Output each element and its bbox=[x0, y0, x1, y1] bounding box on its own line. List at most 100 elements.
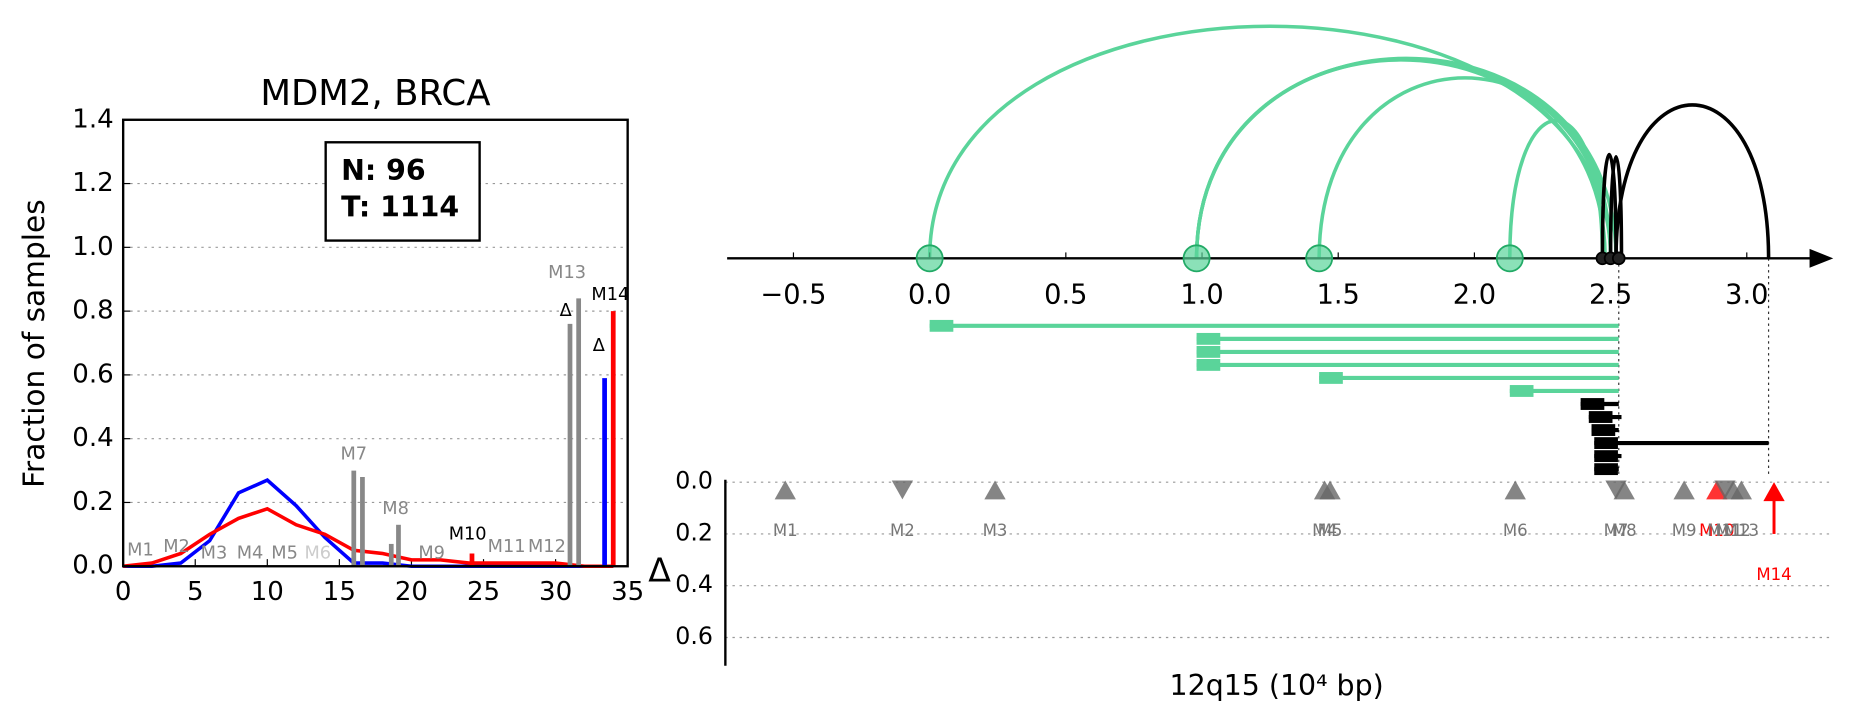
annotation: M5 bbox=[271, 543, 298, 563]
x-tick-label: 25 bbox=[467, 577, 500, 607]
marker bbox=[1706, 480, 1728, 500]
chart-title: MDM2, BRCA bbox=[260, 73, 490, 114]
info-box bbox=[324, 141, 481, 242]
annotation: M2 bbox=[163, 537, 190, 557]
marker-label: M2 bbox=[890, 521, 915, 540]
marker-label: M6 bbox=[1503, 521, 1528, 540]
interval-start bbox=[1196, 332, 1221, 345]
x-tick-label: 2.5 bbox=[1589, 280, 1632, 311]
annotation: M11 bbox=[488, 537, 526, 557]
interval-start bbox=[1196, 345, 1221, 358]
arc bbox=[1608, 155, 1624, 259]
annotation: M1 bbox=[127, 540, 154, 560]
x-tick-label: 15 bbox=[323, 577, 356, 607]
interval-start bbox=[1588, 411, 1613, 423]
x-tick-label: 1.5 bbox=[1317, 280, 1360, 311]
marker-label: M14 bbox=[1756, 565, 1791, 584]
marker bbox=[1504, 480, 1526, 500]
node bbox=[915, 244, 944, 273]
x-tick-label: 3.0 bbox=[1725, 280, 1768, 311]
x-tick-label: 5 bbox=[187, 577, 204, 607]
x-tick-label: 0.0 bbox=[908, 280, 951, 311]
annotation: M13 bbox=[548, 263, 586, 283]
marker-label: M3 bbox=[983, 521, 1008, 540]
y-tick-label: 0.4 bbox=[675, 570, 713, 598]
annotation: M7 bbox=[340, 445, 367, 465]
y-tick-label: 0.2 bbox=[72, 487, 113, 517]
marker-label: M7 bbox=[1604, 521, 1629, 540]
marker-label: M1 bbox=[773, 521, 798, 540]
y-tick-label: 0.0 bbox=[72, 551, 113, 581]
x-tick-label: 1.0 bbox=[1180, 280, 1223, 311]
x-axis-label: 12q15 (10⁴ bp) bbox=[1170, 669, 1384, 702]
info-text: T: 1114 bbox=[341, 191, 459, 224]
x-tick-label: 10 bbox=[251, 577, 284, 607]
arc bbox=[1600, 152, 1618, 259]
marker bbox=[1763, 482, 1785, 502]
marker bbox=[1319, 480, 1341, 500]
plot-frame bbox=[121, 118, 629, 568]
x-tick-label: 0 bbox=[115, 577, 132, 607]
arc bbox=[1317, 76, 1613, 259]
interval-start bbox=[1594, 450, 1618, 463]
marker bbox=[1714, 480, 1736, 500]
arc bbox=[1508, 118, 1605, 259]
interval-start bbox=[929, 319, 954, 332]
arc bbox=[1194, 58, 1607, 259]
interval-start bbox=[1509, 385, 1534, 397]
interval-start bbox=[1591, 424, 1616, 436]
node bbox=[1305, 244, 1334, 273]
y-tick-label: 0.4 bbox=[72, 423, 113, 453]
x-tick-label: −0.5 bbox=[760, 280, 826, 311]
y-axis-label: Δ bbox=[648, 551, 671, 590]
annotation: M12 bbox=[528, 537, 566, 557]
annotation: M8 bbox=[382, 499, 409, 519]
marker-label: M8 bbox=[1612, 521, 1637, 540]
marker-label: M4 bbox=[1312, 521, 1337, 540]
annotation: M3 bbox=[201, 543, 228, 563]
annotation: M10 bbox=[449, 524, 487, 544]
interval-start bbox=[1594, 437, 1618, 450]
annotation: Δ bbox=[560, 301, 572, 321]
arc bbox=[1614, 103, 1771, 259]
annotation: M4 bbox=[237, 543, 264, 563]
arc bbox=[927, 24, 1613, 259]
marker bbox=[1730, 480, 1752, 500]
marker-label: M9 bbox=[1672, 521, 1697, 540]
node bbox=[1495, 244, 1524, 273]
marker bbox=[891, 480, 914, 500]
y-axis-label: Fraction of samples bbox=[17, 199, 51, 487]
x-tick-label: 35 bbox=[611, 577, 644, 607]
annotation: M6 bbox=[304, 543, 331, 563]
x-tick-label: 2.0 bbox=[1453, 280, 1496, 311]
arc bbox=[1194, 57, 1613, 259]
y-tick-label: 1.0 bbox=[72, 232, 113, 262]
marker bbox=[984, 480, 1006, 500]
arc bbox=[1194, 56, 1618, 259]
interval-start bbox=[1319, 372, 1343, 384]
marker-label: M10 bbox=[1699, 521, 1734, 540]
y-tick-label: 1.4 bbox=[72, 104, 113, 134]
interval-start bbox=[1580, 398, 1605, 410]
annotation: Δ bbox=[593, 336, 605, 356]
annotation: M14 bbox=[591, 285, 629, 305]
x-tick-label: 0.5 bbox=[1044, 280, 1087, 311]
y-tick-label: 0.8 bbox=[72, 296, 113, 326]
y-tick-label: 0.0 bbox=[675, 467, 713, 495]
marker-label: M12 bbox=[1715, 521, 1750, 540]
marker bbox=[774, 480, 796, 500]
y-tick-label: 0.6 bbox=[675, 622, 713, 650]
node bbox=[1182, 244, 1211, 273]
marker-label: M5 bbox=[1318, 521, 1343, 540]
x-axis-arrow bbox=[1809, 248, 1834, 268]
marker bbox=[1673, 480, 1695, 500]
annotation: M9 bbox=[418, 543, 445, 563]
line bbox=[122, 506, 614, 569]
marker-label: M13 bbox=[1724, 521, 1759, 540]
interval-start bbox=[1594, 463, 1618, 476]
marker-label: M11 bbox=[1707, 521, 1742, 540]
info-text: N: 96 bbox=[341, 154, 426, 187]
y-tick-label: 0.2 bbox=[675, 518, 713, 546]
marker bbox=[1605, 480, 1627, 500]
